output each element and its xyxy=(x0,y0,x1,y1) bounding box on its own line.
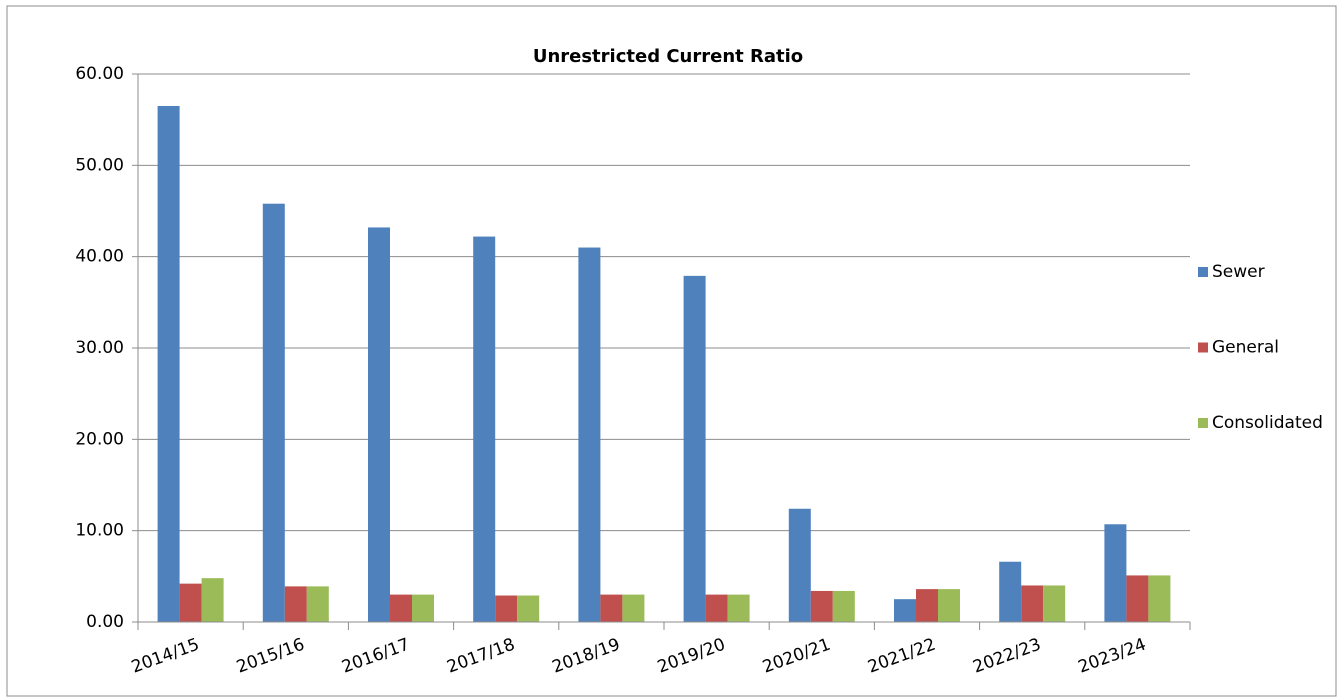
bar xyxy=(390,594,412,622)
bar xyxy=(894,599,916,622)
bar xyxy=(1021,585,1044,622)
bar xyxy=(306,586,329,622)
bar xyxy=(727,594,750,622)
bar xyxy=(1104,524,1127,622)
legend-swatch xyxy=(1198,418,1208,428)
y-tick-label: 50.00 xyxy=(75,155,124,175)
legend-swatch xyxy=(1198,342,1208,353)
bar xyxy=(788,508,811,622)
bar xyxy=(1148,575,1171,622)
bar xyxy=(179,583,202,622)
bar xyxy=(201,578,224,622)
chart-title: Unrestricted Current Ratio xyxy=(533,46,803,67)
bar xyxy=(473,236,496,622)
bar xyxy=(622,594,645,622)
bar xyxy=(262,203,285,622)
bar xyxy=(683,275,706,622)
bar xyxy=(1126,575,1149,622)
legend-label: Consolidated xyxy=(1212,413,1323,433)
legend-swatch xyxy=(1198,267,1208,277)
bar xyxy=(517,595,540,622)
bar xyxy=(600,594,623,622)
bar xyxy=(938,589,960,622)
y-tick-label: 0.00 xyxy=(86,612,124,632)
y-tick-label: 10.00 xyxy=(75,521,124,541)
bar xyxy=(705,594,728,622)
bar xyxy=(495,595,518,622)
y-tick-label: 60.00 xyxy=(75,64,124,84)
bar xyxy=(412,594,434,622)
bar xyxy=(916,589,938,622)
y-tick-label: 30.00 xyxy=(75,338,124,358)
bar xyxy=(1043,585,1066,622)
bar xyxy=(810,590,833,622)
y-tick-label: 20.00 xyxy=(75,429,124,449)
legend-label: Sewer xyxy=(1212,262,1265,282)
y-tick-label: 40.00 xyxy=(75,247,124,267)
bar xyxy=(157,105,180,622)
bar xyxy=(284,586,307,622)
legend-label: General xyxy=(1212,338,1279,358)
bar xyxy=(999,561,1022,622)
bar xyxy=(368,227,390,622)
bar xyxy=(578,247,601,623)
bar xyxy=(832,590,855,622)
